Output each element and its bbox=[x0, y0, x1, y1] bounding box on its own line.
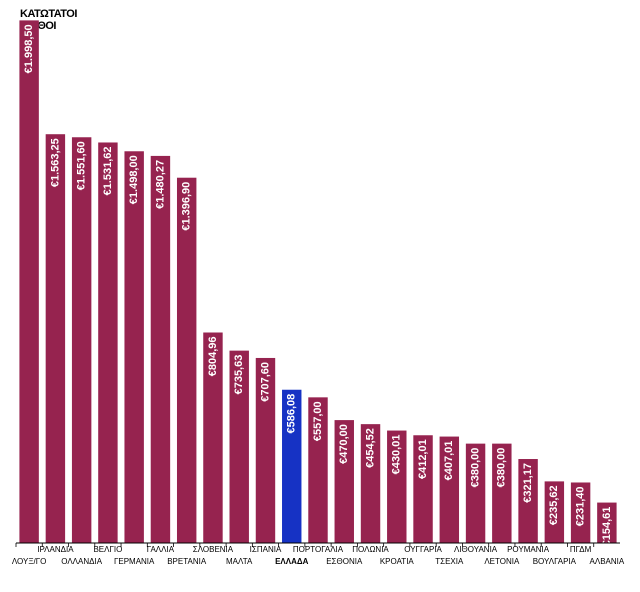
bar bbox=[544, 481, 565, 543]
bar bbox=[19, 20, 39, 543]
x-tick-label: ΒΕΛΓΙΟ bbox=[93, 545, 122, 554]
x-tick-label: ΑΛΒΑΝΙΑ bbox=[590, 557, 625, 566]
x-tick-label: ΚΡΟΑΤΙΑ bbox=[380, 557, 415, 566]
x-tick-label: ΛΟΥΞ/ΓΟ bbox=[12, 557, 47, 566]
bar bbox=[282, 389, 302, 543]
value-label: €707,60 bbox=[259, 362, 271, 402]
x-tick-label: ΟΥΓΓΑΡΙΑ bbox=[404, 545, 442, 554]
value-label: €380,00 bbox=[469, 448, 481, 488]
value-label: €231,40 bbox=[575, 486, 587, 526]
value-label: €804,96 bbox=[207, 337, 219, 377]
value-label: €586,08 bbox=[286, 394, 298, 434]
bar bbox=[150, 155, 171, 543]
value-label: €430,01 bbox=[391, 435, 403, 475]
bar bbox=[45, 134, 66, 543]
bar bbox=[124, 151, 144, 543]
bar bbox=[570, 482, 591, 543]
x-tick-label: ΙΡΛΑΝΔΙΑ bbox=[37, 545, 74, 554]
bar bbox=[465, 443, 486, 543]
x-tick-label: ΡΟΥΜΑΝΙΑ bbox=[507, 545, 550, 554]
bar bbox=[98, 142, 118, 543]
x-tick-label: ΣΛΟΒΕΝΙΑ bbox=[193, 545, 234, 554]
value-label: €557,00 bbox=[312, 401, 324, 441]
x-tick-label: ΜΑΛΤΑ bbox=[226, 557, 253, 566]
bar bbox=[308, 397, 328, 543]
bar bbox=[387, 430, 407, 543]
x-tick-label: ΕΣΘΟΝΙΑ bbox=[326, 557, 363, 566]
x-tick-label: ΛΕΤΟΝΙΑ bbox=[484, 557, 520, 566]
x-tick-label: ΙΣΠΑΝΙΑ bbox=[250, 545, 282, 554]
x-tick-label: ΓΕΡΜΑΝΙΑ bbox=[114, 557, 155, 566]
bar bbox=[71, 137, 92, 544]
bar bbox=[518, 459, 538, 543]
x-tick-label: ΒΟΥΛΓΑΡΙΑ bbox=[533, 557, 577, 566]
value-label: €321,17 bbox=[522, 463, 534, 503]
x-tick-label: ΒΡΕΤΑΝΙΑ bbox=[167, 557, 207, 566]
value-label: €1.998,50 bbox=[23, 24, 35, 73]
bar bbox=[492, 443, 512, 543]
value-label: €407,01 bbox=[443, 441, 455, 481]
x-tick-label: ΠΓΔΜ bbox=[570, 545, 592, 554]
bar bbox=[176, 177, 197, 544]
bar bbox=[203, 332, 223, 543]
value-label: €470,00 bbox=[338, 424, 350, 464]
bar bbox=[439, 436, 460, 543]
bar bbox=[229, 350, 249, 543]
value-label: €1.531,62 bbox=[102, 146, 114, 195]
bar bbox=[255, 357, 276, 543]
bar bbox=[597, 502, 617, 543]
value-label: €380,00 bbox=[496, 448, 508, 488]
value-label: €154,61 bbox=[601, 507, 613, 547]
value-label: €235,62 bbox=[548, 485, 560, 525]
value-label: €735,63 bbox=[233, 355, 245, 395]
value-label: €1.551,60 bbox=[76, 141, 88, 190]
x-tick-label: ΕΛΛΑΔΑ bbox=[275, 557, 309, 566]
value-label: €1.480,27 bbox=[154, 160, 166, 209]
value-label: €1.396,90 bbox=[181, 182, 193, 231]
x-tick-label: ΓΑΛΛΙΑ bbox=[147, 545, 175, 554]
x-tick-label: ΠΟΛΩΝΙΑ bbox=[352, 545, 389, 554]
bar bbox=[360, 424, 381, 543]
x-tick-label: ΛΙΘΟΥΑΝΙΑ bbox=[454, 545, 498, 554]
x-tick-label: ΠΟΡΤΟΓΑΛΙΑ bbox=[293, 545, 344, 554]
x-tick-label: ΟΛΛΑΝΔΙΑ bbox=[61, 557, 102, 566]
value-label: €454,52 bbox=[364, 428, 376, 468]
value-label: €412,01 bbox=[417, 439, 429, 479]
bar bbox=[413, 435, 433, 543]
value-label: €1.563,25 bbox=[49, 138, 61, 187]
bar bbox=[334, 420, 354, 543]
value-label: €1.498,00 bbox=[128, 155, 140, 204]
x-tick-label: ΤΣΕΧΙΑ bbox=[435, 557, 464, 566]
